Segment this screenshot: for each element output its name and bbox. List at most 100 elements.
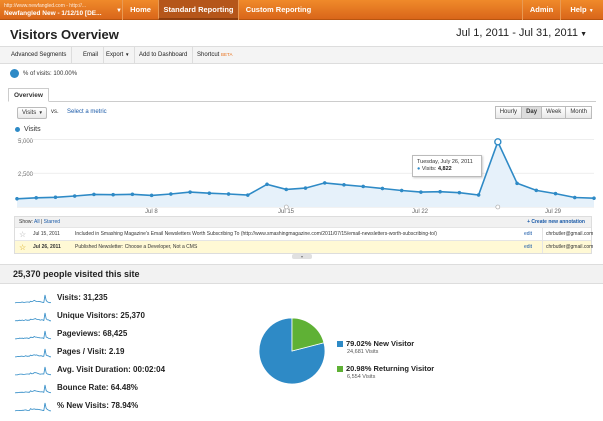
annotation-text: Included in Smashing Magazine's Email Ne…: [75, 231, 437, 237]
metric-select[interactable]: Visits ▼: [17, 107, 47, 119]
data-point[interactable]: [188, 190, 192, 194]
nav-admin[interactable]: Admin: [522, 0, 560, 20]
metric-bounce-rate[interactable]: Bounce Rate: 64.48%: [14, 381, 264, 396]
tooltip-value: ● Visits: 4,822: [417, 166, 477, 173]
segment-indicator: % of visits: 100.00%: [10, 69, 77, 78]
tooltip-dot-icon: ●: [417, 166, 421, 172]
create-annotation-link[interactable]: + Create new annotation: [527, 219, 585, 225]
data-point[interactable]: [438, 189, 442, 194]
metric-label: Visits: 31,235: [57, 293, 108, 302]
data-point[interactable]: [494, 138, 502, 146]
data-point[interactable]: [72, 194, 77, 198]
pie-legend-sub: 6,554 Visits: [347, 374, 376, 380]
star-icon[interactable]: ☆: [19, 230, 27, 239]
pie-legend-label: 20.98% Returning Visitor: [346, 364, 435, 373]
sparkline-icon: [14, 384, 52, 394]
annotation-row: ☆ Jul 26, 2011 Published Newsletter: Cho…: [15, 240, 593, 253]
data-point[interactable]: [534, 188, 539, 193]
resize-handle-icon[interactable]: ▾: [292, 254, 312, 259]
data-point[interactable]: [553, 191, 558, 196]
data-point[interactable]: [322, 181, 327, 185]
annotations-show-label: Show:: [19, 219, 33, 225]
shortcut-button[interactable]: Shortcut BETA: [192, 47, 237, 63]
data-point[interactable]: [34, 195, 39, 200]
data-point[interactable]: [92, 192, 96, 197]
account-selector[interactable]: http://www.newfangled.com - http://... N…: [4, 2, 122, 18]
data-point[interactable]: [303, 186, 308, 190]
nav-custom-reporting[interactable]: Custom Reporting: [238, 0, 318, 20]
data-point[interactable]: [207, 191, 212, 196]
metric-visits[interactable]: Visits: 31,235: [14, 291, 264, 306]
export-button[interactable]: Export ▼: [101, 47, 136, 63]
data-point[interactable]: [284, 187, 289, 192]
granularity-month-button[interactable]: Month: [565, 106, 592, 119]
add-to-dashboard-button[interactable]: Add to Dashboard: [134, 47, 194, 63]
nav-home[interactable]: Home: [122, 0, 158, 20]
select-metric-link[interactable]: Select a metric: [67, 109, 107, 115]
granularity-week-button[interactable]: Week: [541, 106, 567, 119]
pie-slice-returning-visitor[interactable]: [291, 317, 325, 352]
annotation-marker-icon[interactable]: [283, 204, 289, 210]
data-point[interactable]: [515, 181, 519, 186]
annotation-edit-link[interactable]: edit: [524, 244, 533, 250]
data-point[interactable]: [361, 184, 366, 189]
legend-label: Visits: [24, 126, 41, 133]
data-point[interactable]: [111, 192, 116, 197]
visitor-type-pie-chart[interactable]: [257, 316, 327, 386]
granularity-hourly-button[interactable]: Hourly: [494, 106, 523, 119]
data-point[interactable]: [419, 190, 423, 194]
data-point[interactable]: [169, 192, 173, 196]
annotations-filter-all[interactable]: All: [34, 219, 40, 225]
data-point[interactable]: [130, 192, 135, 197]
tab-overview[interactable]: Overview: [8, 88, 49, 102]
data-point[interactable]: [15, 196, 19, 201]
data-point[interactable]: [399, 188, 404, 193]
data-point[interactable]: [245, 193, 250, 197]
date-range-picker[interactable]: Jul 1, 2011 - Jul 31, 2011 ▼: [456, 27, 587, 39]
top-nav-bar: http://www.newfangled.com - http://... N…: [0, 0, 603, 20]
x-tick-label: Jul 8: [145, 209, 158, 215]
data-point[interactable]: [380, 186, 385, 191]
metric-new-visits[interactable]: % New Visits: 78.94%: [14, 399, 264, 414]
data-point[interactable]: [592, 196, 596, 201]
chevron-down-icon: ▼: [588, 8, 594, 14]
metric-avg-visit-duration[interactable]: Avg. Visit Duration: 00:02:04: [14, 363, 264, 378]
x-tick-label: Jul 15: [278, 209, 295, 215]
tab-bar: Overview: [8, 88, 596, 102]
data-point[interactable]: [53, 195, 58, 200]
data-point[interactable]: [342, 182, 346, 187]
data-point[interactable]: [572, 195, 577, 200]
sparkline-icon: [15, 366, 51, 376]
data-point[interactable]: [265, 182, 269, 187]
annotations-header: Show: All | Starred + Create new annotat…: [15, 217, 591, 227]
metric-unique-visitors[interactable]: Unique Visitors: 25,370: [14, 309, 264, 324]
data-point[interactable]: [226, 192, 231, 196]
visits-line-chart[interactable]: [0, 134, 603, 214]
account-profile-name: Newfangled New - 1/12/10 [DE...: [4, 10, 102, 17]
data-point[interactable]: [149, 193, 154, 198]
advanced-segments-button[interactable]: Advanced Segments: [6, 47, 73, 63]
star-icon[interactable]: ☆: [19, 243, 27, 252]
metric-label: Pageviews: 68,425: [57, 329, 128, 338]
nav-help[interactable]: Help ▼: [560, 0, 603, 20]
data-point[interactable]: [476, 193, 481, 197]
segment-label: % of visits: 100.00%: [23, 71, 78, 78]
annotations-filter-starred[interactable]: Starred: [43, 219, 61, 225]
chevron-down-icon: ▼: [580, 31, 587, 38]
beta-badge: BETA: [221, 52, 233, 57]
email-button[interactable]: Email: [78, 47, 105, 63]
metric-select-value: Visits: [22, 110, 37, 116]
data-point[interactable]: [457, 190, 462, 195]
metric-pageviews[interactable]: Pageviews: 68,425: [14, 327, 264, 342]
granularity-day-button[interactable]: Day: [521, 106, 543, 119]
annotation-marker-icon[interactable]: [495, 204, 501, 210]
nav-standard-reporting[interactable]: Standard Reporting: [158, 0, 238, 20]
metric-pages-per-visit[interactable]: Pages / Visit: 2.19: [14, 345, 264, 360]
annotation-edit-link[interactable]: edit: [524, 231, 533, 237]
pie-legend-new-visitor: 79.02% New Visitor 24,681 Visits: [337, 339, 414, 355]
granularity-buttons: Hourly Day Week Month: [494, 106, 592, 119]
annotations-panel: Show: All | Starred + Create new annotat…: [14, 216, 593, 254]
summary-header: 25,370 people visited this site: [0, 264, 603, 284]
pie-legend-returning-visitor: 20.98% Returning Visitor 6,554 Visits: [337, 364, 434, 380]
annotation-date: Jul 26, 2011: [33, 244, 61, 250]
